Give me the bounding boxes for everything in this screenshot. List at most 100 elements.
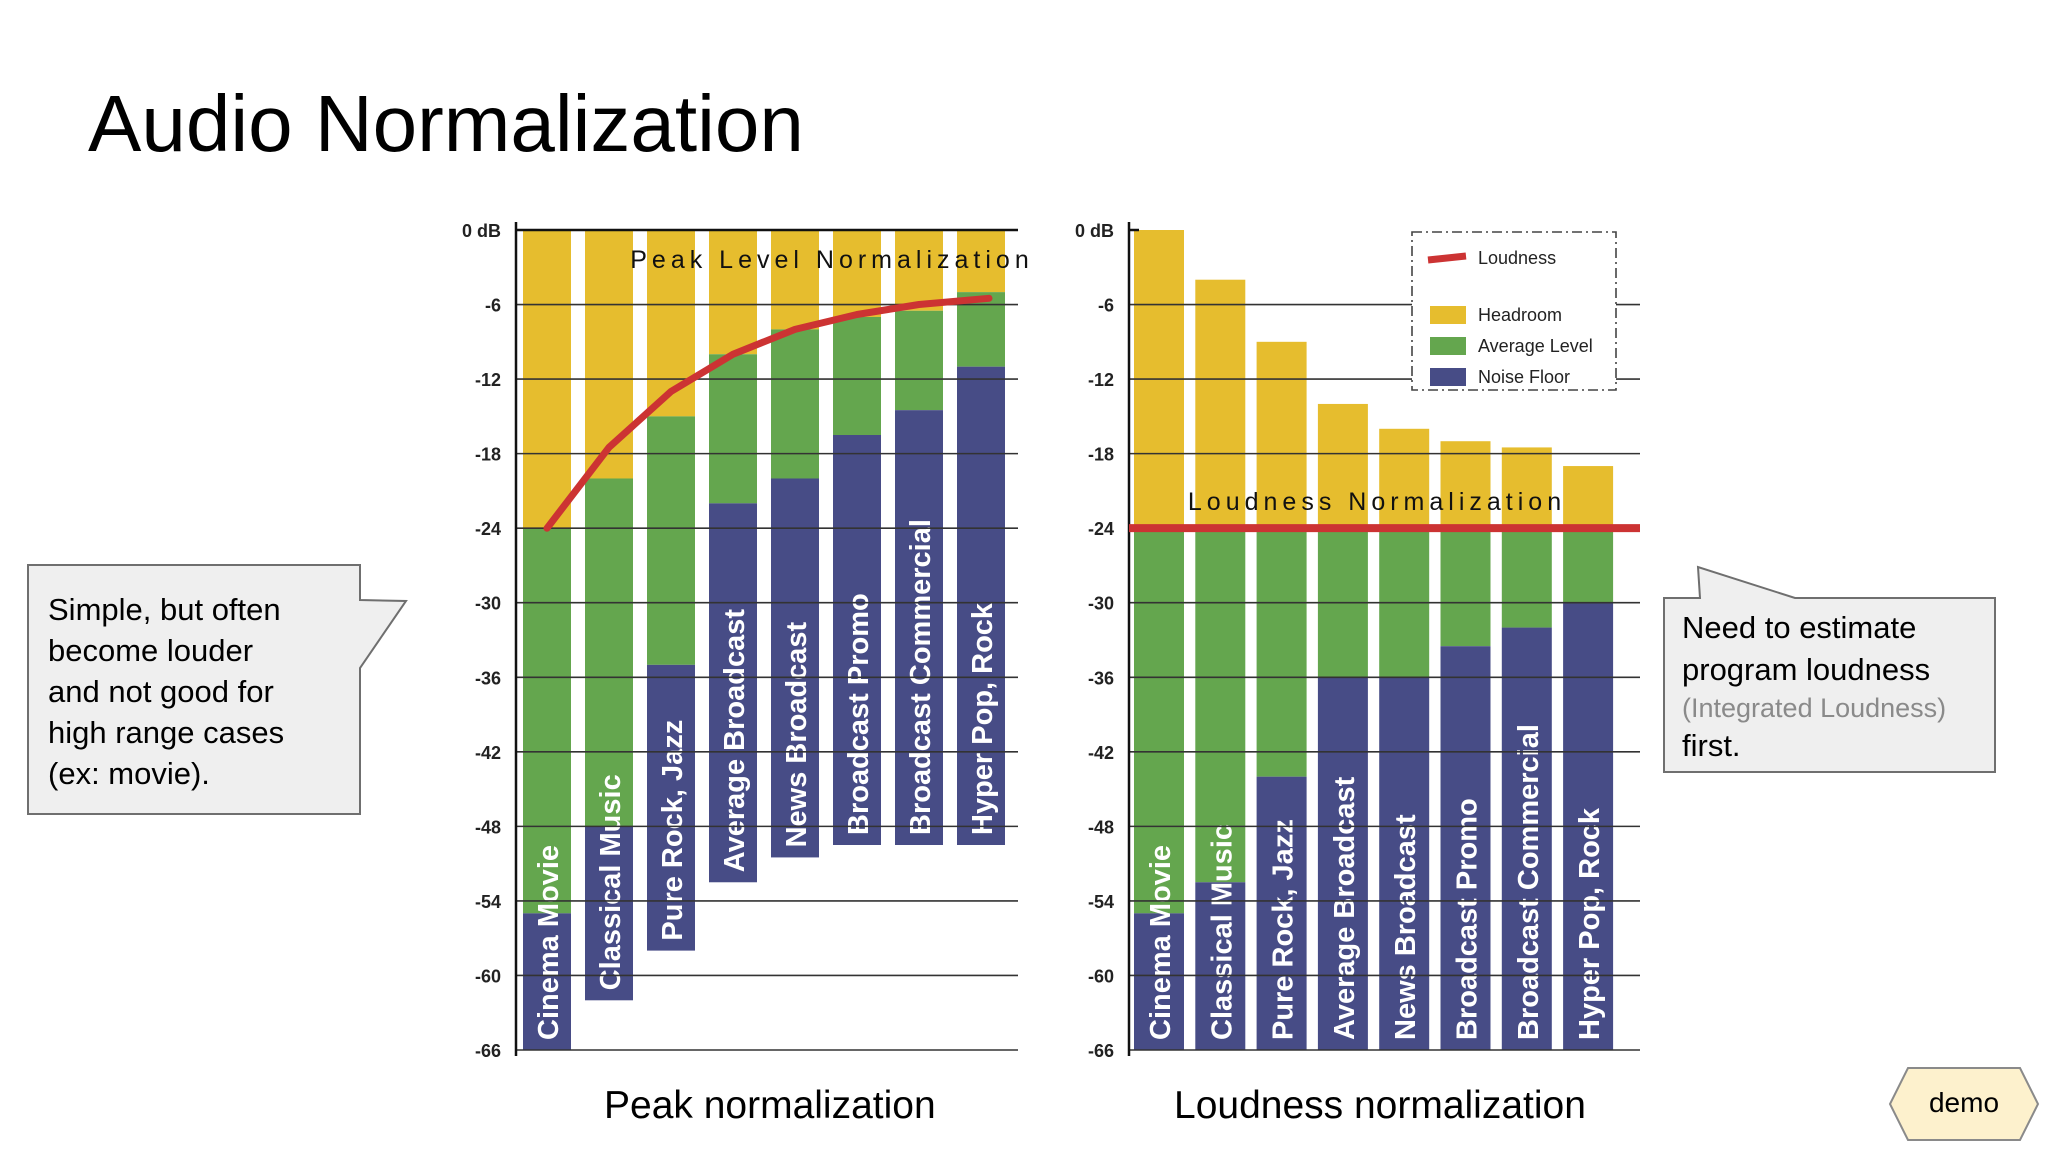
left-callout-line: (ex: movie). (48, 756, 210, 791)
y-tick-label: 0 dB (1075, 221, 1114, 241)
headroom-bar-segment (1256, 341, 1307, 529)
legend-swatch (1430, 337, 1466, 355)
y-tick-label: -24 (1088, 519, 1114, 539)
right-callout-text: Need to estimate program loudness (Integ… (1682, 607, 1946, 767)
loudness-chart: Cinema Movie Classical Music Pure Rock, Ja… (1075, 221, 1640, 1061)
left-callout-text: Simple, but often become louder and not … (48, 589, 284, 794)
headroom-bar-segment (833, 230, 881, 317)
noise-floor-bar-segment (771, 478, 819, 858)
y-tick-label: -18 (475, 445, 501, 465)
legend-label: Loudness (1478, 248, 1556, 268)
headroom-bar-segment (1563, 466, 1614, 529)
right-callout-line: first. (1682, 728, 1741, 763)
average-level-bar-segment (523, 528, 571, 914)
right-callout-muted-line: (Integrated Loudness) (1682, 693, 1947, 723)
bar-category-label: Average Broadcast (1329, 776, 1361, 1040)
right-callout-bubble (1663, 565, 1996, 773)
headroom-bar-segment (1317, 403, 1368, 529)
y-tick-label: -66 (475, 1041, 501, 1061)
noise-floor-bar-segment (1256, 776, 1307, 1050)
left-callout-line: and not good for (48, 674, 274, 709)
headroom-bar-segment (709, 230, 757, 355)
headroom-bar-segment (957, 230, 1005, 293)
legend-swatch (1430, 306, 1466, 324)
average-level-bar-segment (833, 316, 881, 435)
noise-floor-bar-segment (647, 664, 695, 951)
average-level-bar-segment (895, 310, 943, 411)
headroom-bar-segment (1379, 428, 1430, 529)
noise-floor-bar-segment (957, 366, 1005, 845)
average-level-bar-segment (647, 416, 695, 665)
average-level-bar-segment (1134, 528, 1184, 914)
bar-category-label: Classical Music (1206, 824, 1238, 1040)
left-callout-line: Simple, but often (48, 592, 281, 627)
y-tick-label: -54 (475, 892, 501, 912)
bar-category-label: Broadcast Promo (1452, 798, 1484, 1040)
y-tick-label: -48 (1088, 817, 1114, 837)
bar-category-label: Hyper Pop, Rock (967, 602, 999, 835)
y-tick-label: -12 (1088, 370, 1114, 390)
average-level-bar-segment (1563, 528, 1614, 603)
y-tick-label: -18 (1088, 445, 1114, 465)
y-tick-label: -12 (475, 370, 501, 390)
y-tick-label: -54 (1088, 892, 1114, 912)
headroom-bar-segment (1501, 447, 1552, 529)
legend-label: Noise Floor (1478, 367, 1570, 387)
legend-swatch (1430, 368, 1466, 386)
right-callout-line: program loudness (1682, 652, 1931, 687)
average-level-bar-segment (585, 478, 633, 827)
noise-floor-bar-segment (1317, 677, 1368, 1050)
right-callout-line: Need to estimate (1682, 610, 1917, 645)
y-tick-label: -42 (1088, 743, 1114, 763)
peak-chart-caption: Peak normalization (604, 1084, 936, 1127)
left-callout-line: high range cases (48, 715, 285, 750)
y-tick-label: -30 (475, 594, 501, 614)
headroom-bar-segment (1440, 441, 1491, 529)
y-tick-label: -24 (475, 519, 501, 539)
left-callout-bubble (27, 564, 408, 815)
noise-floor-bar-segment (1379, 677, 1430, 1050)
y-tick-label: -48 (475, 817, 501, 837)
demo-button-label[interactable]: demo (1928, 1087, 2000, 1118)
legend-loudness-swatch (1427, 252, 1467, 264)
bar-category-label: Hyper Pop, Rock (1574, 807, 1606, 1040)
noise-floor-bar-segment (895, 410, 943, 845)
y-tick-label: -6 (1098, 296, 1114, 316)
headroom-bar-segment (771, 230, 819, 330)
bar-category-label: Cinema Movie (1145, 845, 1177, 1040)
bar-category-label: Pure Rock, Jazz (657, 720, 689, 941)
y-tick-label: -66 (1088, 1041, 1114, 1061)
average-level-bar-segment (1256, 528, 1307, 777)
y-tick-label: -60 (475, 966, 501, 986)
bar-category-label: News Broadcast (781, 621, 813, 847)
noise-floor-bar-segment (709, 503, 757, 883)
bar-category-label: Broadcast Promo (843, 593, 875, 835)
legend-label: Average Level (1478, 336, 1593, 356)
y-tick-label: -60 (1088, 966, 1114, 986)
average-level-bar-segment (1440, 528, 1491, 647)
noise-floor-bar-segment (1195, 882, 1246, 1050)
bar-category-label: Broadcast Commercial (1513, 724, 1545, 1040)
noise-floor-bar-segment (1440, 646, 1491, 1050)
loudness-curve (543, 294, 993, 532)
bar-category-label: News Broadcast (1390, 814, 1422, 1040)
inner-chart-title: Peak Level Normalization (630, 246, 1033, 274)
bar-category-label: Average Broadcast (719, 609, 751, 873)
y-tick-label: -36 (475, 668, 501, 688)
demo-button-shape[interactable] (1888, 1067, 2040, 1141)
inner-chart-title: Loudness Normalization (1188, 488, 1566, 516)
noise-floor-bar-segment (523, 913, 571, 1050)
left-callout-line: become louder (48, 633, 254, 668)
noise-floor-bar-segment (1134, 913, 1184, 1050)
average-level-bar-segment (1501, 528, 1552, 628)
y-tick-label: -30 (1088, 594, 1114, 614)
y-tick-label: -6 (485, 296, 501, 316)
y-tick-label: -36 (1088, 668, 1114, 688)
noise-floor-bar-segment (1501, 627, 1552, 1050)
bar-category-label: Classical Music (595, 774, 627, 990)
y-tick-label: -42 (475, 743, 501, 763)
loudness-chart-caption: Loudness normalization (1174, 1084, 1586, 1127)
legend-label: Headroom (1478, 305, 1562, 325)
